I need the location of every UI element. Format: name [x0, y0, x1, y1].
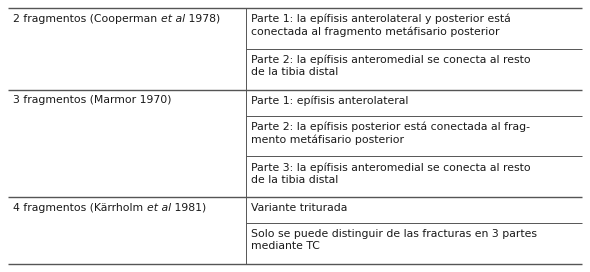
Text: Solo se puede distinguir de las fracturas en 3 partes
mediante TC: Solo se puede distinguir de las fractura…	[251, 229, 537, 251]
Text: Parte 3: la epífisis anteromedial se conecta al resto
de la tibia distal: Parte 3: la epífisis anteromedial se con…	[251, 162, 531, 185]
Text: Parte 2: la epífisis anteromedial se conecta al resto
de la tibia distal: Parte 2: la epífisis anteromedial se con…	[251, 54, 531, 78]
Text: et al: et al	[160, 14, 185, 24]
Text: Parte 1: epífisis anterolateral: Parte 1: epífisis anterolateral	[251, 95, 409, 106]
Text: et al: et al	[147, 203, 171, 213]
Text: 2 fragmentos (Cooperman: 2 fragmentos (Cooperman	[13, 14, 160, 24]
Text: Variante triturada: Variante triturada	[251, 203, 348, 213]
Text: 1981): 1981)	[171, 203, 206, 213]
Text: 3 fragmentos (Marmor 1970): 3 fragmentos (Marmor 1970)	[13, 95, 172, 105]
Text: Parte 1: la epífisis anterolateral y posterior está
conectada al fragmento metáf: Parte 1: la epífisis anterolateral y pos…	[251, 14, 511, 37]
Text: Parte 2: la epífisis posterior está conectada al frag-
mento metáfisario posteri: Parte 2: la epífisis posterior está cone…	[251, 121, 530, 145]
Text: 4 fragmentos (Kärrholm: 4 fragmentos (Kärrholm	[13, 203, 147, 213]
Text: 1978): 1978)	[185, 14, 220, 24]
